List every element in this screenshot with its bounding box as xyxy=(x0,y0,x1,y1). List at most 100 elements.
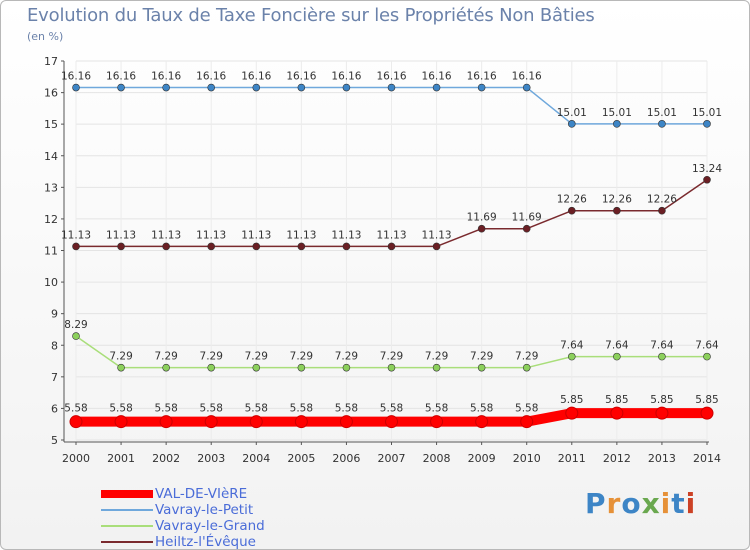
series-2-point xyxy=(207,363,216,372)
series-3-data-label: 11.13 xyxy=(61,229,91,241)
series-0-point xyxy=(114,415,128,429)
series-3-point xyxy=(522,224,531,233)
series-1-data-label: 15.01 xyxy=(557,107,587,119)
unit-label: (en %) xyxy=(27,30,64,43)
proxiti-logo-letter: i xyxy=(660,487,672,520)
series-3-point xyxy=(387,242,396,251)
series-2-data-label: 7.29 xyxy=(245,351,268,363)
y-tick-label: 12 xyxy=(44,213,58,226)
series-2-point xyxy=(477,363,486,372)
series-1-data-label: 15.01 xyxy=(602,107,632,119)
series-1-data-label: 16.16 xyxy=(512,71,542,83)
series-0-point xyxy=(294,415,308,429)
series-2-data-label: 7.64 xyxy=(560,340,584,352)
legend-label-val-de-viere: VAL-DE-VIèRE xyxy=(155,486,248,502)
legend-swatch-heiltz-l-eveque xyxy=(101,541,153,543)
series-2-point xyxy=(658,352,666,361)
x-tick-label: 2014 xyxy=(693,452,721,465)
series-2-point xyxy=(387,363,396,372)
y-tick-label: 10 xyxy=(44,276,58,289)
y-tick-label: 17 xyxy=(44,55,58,68)
series-1-data-label: 15.01 xyxy=(647,107,677,119)
series-1-point xyxy=(297,83,306,92)
series-2-point xyxy=(522,363,531,372)
series-3-point xyxy=(297,242,306,251)
series-2-point xyxy=(432,363,441,372)
series-1-point xyxy=(387,83,396,92)
x-tick-label: 2006 xyxy=(332,452,360,465)
y-tick-label: 11 xyxy=(44,245,58,258)
proxiti-logo-letter: r xyxy=(606,487,622,520)
series-0-data-label: 5.58 xyxy=(245,403,268,415)
series-3-point xyxy=(207,242,216,251)
series-1-data-label: 15.01 xyxy=(692,107,722,119)
series-3-data-label: 11.13 xyxy=(106,229,136,241)
series-0-data-label: 5.85 xyxy=(650,394,673,406)
legend-swatch-val-de-viere xyxy=(101,490,153,498)
chart-title: Evolution du Taux de Taxe Foncière sur l… xyxy=(27,5,595,26)
series-2-point xyxy=(162,363,170,372)
series-3-data-label: 11.69 xyxy=(467,212,497,224)
series-1-point xyxy=(613,120,621,128)
series-0-data-label: 5.85 xyxy=(560,394,583,406)
proxiti-logo-letter: P xyxy=(585,487,607,520)
series-0-point xyxy=(69,415,83,429)
series-0-point xyxy=(249,415,263,429)
y-tick-label: 7 xyxy=(51,371,58,384)
y-tick-label: 5 xyxy=(51,434,58,447)
proxiti-logo: Proxiti xyxy=(585,487,696,520)
x-tick-label: 2010 xyxy=(513,452,541,465)
series-0-point xyxy=(385,415,398,429)
x-tick-label: 2004 xyxy=(242,452,270,465)
series-2-data-label: 7.29 xyxy=(200,351,223,363)
x-tick-label: 2013 xyxy=(648,452,676,465)
series-0-point xyxy=(430,415,444,429)
series-3-data-label: 11.13 xyxy=(376,229,406,241)
series-1-data-label: 16.16 xyxy=(422,71,452,83)
series-0-data-label: 5.58 xyxy=(380,403,403,415)
legend-label-vavray-le-petit: Vavray-le-Petit xyxy=(155,502,254,518)
series-0-point xyxy=(655,406,669,420)
y-tick-label: 8 xyxy=(51,339,58,352)
x-tick-label: 2005 xyxy=(287,452,315,465)
series-3-data-label: 11.13 xyxy=(331,229,361,241)
legend-swatch-vavray-le-grand xyxy=(101,525,153,527)
y-tick-label: 13 xyxy=(44,181,58,194)
series-2-data-label: 7.64 xyxy=(605,340,629,352)
series-2-data-label: 7.29 xyxy=(470,351,493,363)
series-2-data-label: 7.29 xyxy=(515,351,538,363)
series-3-data-label: 12.26 xyxy=(647,194,677,206)
x-tick-label: 2002 xyxy=(152,452,180,465)
series-3-point xyxy=(567,206,576,215)
series-3-data-label: 11.69 xyxy=(512,212,542,224)
series-2-data-label: 7.29 xyxy=(109,351,132,363)
x-tick-label: 2008 xyxy=(423,452,451,465)
series-1-data-label: 16.16 xyxy=(241,71,271,83)
series-1-point xyxy=(207,83,216,92)
series-3-data-label: 12.26 xyxy=(557,194,587,206)
series-2-point xyxy=(613,352,621,361)
series-3-data-label: 13.24 xyxy=(692,163,722,175)
series-1-data-label: 16.16 xyxy=(467,71,497,83)
x-tick-label: 2007 xyxy=(378,452,406,465)
series-0-data-label: 5.58 xyxy=(470,403,493,415)
series-2-point xyxy=(297,363,306,372)
series-1-point xyxy=(252,83,261,92)
x-tick-label: 2012 xyxy=(603,452,631,465)
series-2-data-label: 7.29 xyxy=(290,351,313,363)
x-tick-label: 2001 xyxy=(107,452,135,465)
series-2-data-label: 7.64 xyxy=(695,340,719,352)
series-3-data-label: 11.13 xyxy=(151,229,181,241)
series-0-data-label: 5.58 xyxy=(200,403,223,415)
series-3-data-label: 12.26 xyxy=(602,194,632,206)
series-2-data-label: 8.29 xyxy=(64,319,87,331)
series-0-data-label: 5.58 xyxy=(515,403,538,415)
series-1-data-label: 16.16 xyxy=(106,71,136,83)
series-0-point xyxy=(565,406,579,420)
series-1-data-label: 16.16 xyxy=(286,71,316,83)
series-0-data-label: 5.85 xyxy=(695,394,718,406)
series-0-data-label: 5.85 xyxy=(605,394,628,406)
legend-label-vavray-le-grand: Vavray-le-Grand xyxy=(155,518,265,534)
series-2-point xyxy=(117,363,125,372)
